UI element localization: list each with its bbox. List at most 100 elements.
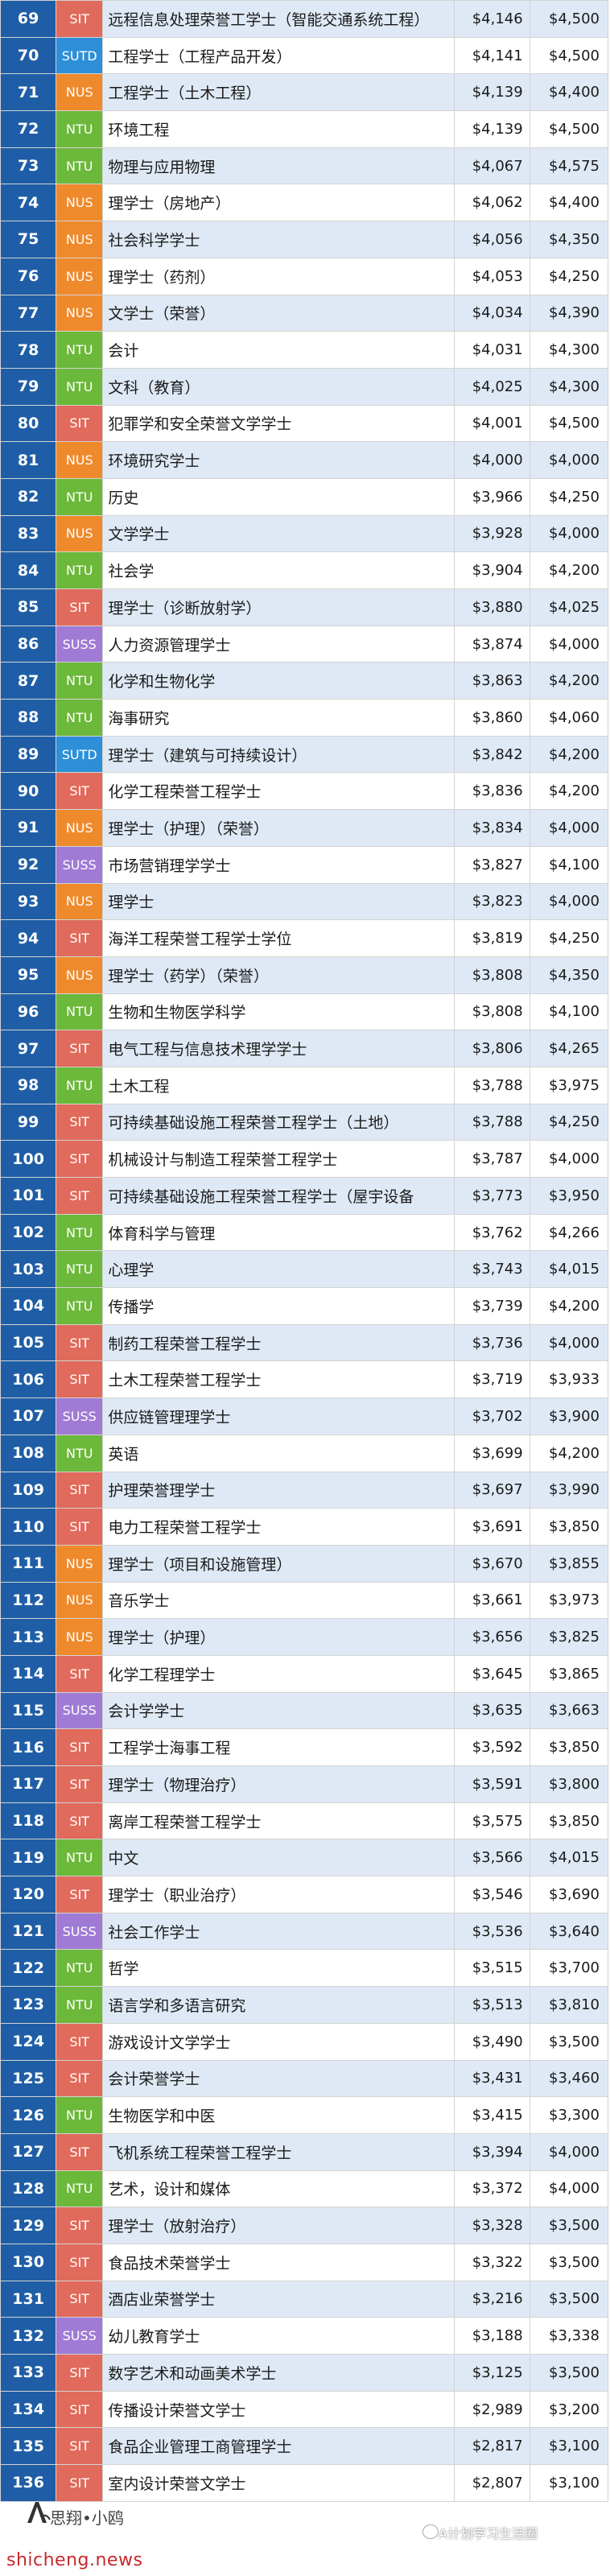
- table-row: 78 NTU 会计 $4,031 $4,300: [0, 331, 609, 369]
- table-row: 107 SUSS 供应链管理理学士 $3,702 $3,900: [0, 1397, 609, 1435]
- mean-salary-cell: $4,146: [454, 0, 530, 38]
- school-badge: SUSS: [56, 1397, 104, 1435]
- mean-salary-cell: $3,566: [454, 1839, 530, 1877]
- rank-cell: 119: [0, 1839, 57, 1877]
- wechat-watermark: A计划学习生活圈: [439, 2526, 538, 2541]
- median-salary-cell: $3,700: [529, 1949, 609, 1988]
- rank-cell: 99: [0, 1103, 57, 1141]
- programme-cell: 理学士（药学）（荣誉）: [102, 956, 455, 994]
- table-row: 98 NTU 土木工程 $3,788 $3,975: [0, 1066, 609, 1104]
- rank-cell: 107: [0, 1397, 57, 1435]
- median-salary-cell: $4,390: [529, 294, 609, 332]
- table-row: 109 SIT 护理荣誉理学士 $3,697 $3,990: [0, 1471, 609, 1509]
- rank-cell: 80: [0, 404, 57, 443]
- rank-cell: 84: [0, 551, 57, 589]
- school-badge: NTU: [56, 2096, 104, 2134]
- table-row: 90 SIT 化学工程荣誉工程学士 $3,836 $4,200: [0, 772, 609, 811]
- mean-salary-cell: $4,141: [454, 36, 530, 75]
- table-row: 81 NUS 环境研究学士 $4,000 $4,000: [0, 441, 609, 479]
- mean-salary-cell: $3,904: [454, 551, 530, 589]
- median-salary-cell: $3,460: [529, 2059, 609, 2098]
- programme-cell: 幼儿教育学士: [102, 2317, 455, 2355]
- school-badge: NTU: [56, 1213, 104, 1252]
- median-salary-cell: $4,025: [529, 588, 609, 626]
- table-row: 87 NTU 化学和生物化学 $3,863 $4,200: [0, 662, 609, 700]
- table-row: 105 SIT 制药工程荣誉工程学士 $3,736 $4,000: [0, 1323, 609, 1362]
- median-salary-cell: $3,100: [529, 2427, 609, 2466]
- table-row: 115 SUSS 会计学学士 $3,635 $3,663: [0, 1691, 609, 1730]
- rank-cell: 103: [0, 1250, 57, 1289]
- programme-cell: 制药工程荣誉工程学士: [102, 1323, 455, 1362]
- table-row: 113 NUS 理学士（护理） $3,656 $3,825: [0, 1618, 609, 1656]
- rank-cell: 116: [0, 1728, 57, 1766]
- programme-cell: 传播学: [102, 1287, 455, 1325]
- rank-cell: 118: [0, 1802, 57, 1840]
- median-salary-cell: $4,000: [529, 2169, 609, 2208]
- school-badge: SIT: [56, 1030, 104, 1067]
- logo-icon: [27, 2502, 51, 2523]
- programme-cell: 理学士: [102, 882, 455, 921]
- programme-cell: 艺术，设计和媒体: [102, 2169, 455, 2208]
- mean-salary-cell: $4,001: [454, 404, 530, 443]
- median-salary-cell: $3,810: [529, 1986, 609, 2024]
- table-row: 126 NTU 生物医学和中医 $3,415 $3,300: [0, 2096, 609, 2134]
- school-badge: SIT: [56, 1802, 104, 1840]
- mean-salary-cell: $3,863: [454, 662, 530, 700]
- programme-cell: 理学士（建筑与可持续设计）: [102, 735, 455, 774]
- median-salary-cell: $3,973: [529, 1581, 609, 1620]
- median-salary-cell: $4,060: [529, 699, 609, 737]
- school-badge: SIT: [56, 919, 104, 957]
- rank-cell: 74: [0, 184, 57, 222]
- median-salary-cell: $3,825: [529, 1618, 609, 1656]
- mean-salary-cell: $3,739: [454, 1287, 530, 1325]
- mean-salary-cell: $3,842: [454, 735, 530, 774]
- mean-salary-cell: $3,697: [454, 1471, 530, 1509]
- school-badge: SIT: [56, 404, 104, 443]
- site-watermark: shicheng.news: [6, 2550, 143, 2570]
- programme-cell: 可持续基础设施工程荣誉工程学士（土地）: [102, 1103, 455, 1141]
- programme-cell: 生物和生物医学科学: [102, 993, 455, 1031]
- median-salary-cell: $4,200: [529, 772, 609, 811]
- school-badge: SUTD: [56, 36, 104, 75]
- table-row: 116 SIT 工程学士海事工程 $3,592 $3,850: [0, 1728, 609, 1766]
- rank-cell: 129: [0, 2207, 57, 2244]
- mean-salary-cell: $4,025: [454, 367, 530, 406]
- table-row: 124 SIT 游戏设计文学学士 $3,490 $3,500: [0, 2022, 609, 2061]
- programme-cell: 环境研究学士: [102, 441, 455, 479]
- table-row: 85 SIT 理学士（诊断放射学） $3,880 $4,025: [0, 588, 609, 626]
- mean-salary-cell: $3,928: [454, 514, 530, 553]
- programme-cell: 心理学: [102, 1250, 455, 1289]
- school-badge: SIT: [56, 1140, 104, 1178]
- mean-salary-cell: $3,719: [454, 1360, 530, 1399]
- programme-cell: 土木工程荣誉工程学士: [102, 1360, 455, 1399]
- table-row: 93 NUS 理学士 $3,823 $4,000: [0, 882, 609, 921]
- programme-cell: 食品企业管理工商管理学士: [102, 2427, 455, 2466]
- rank-cell: 112: [0, 1581, 57, 1620]
- programme-cell: 数字艺术和动画美术学士: [102, 2354, 455, 2392]
- programme-cell: 理学士（项目和设施管理）: [102, 1544, 455, 1583]
- mean-salary-cell: $4,034: [454, 294, 530, 332]
- school-badge: SIT: [56, 1103, 104, 1141]
- median-salary-cell: $3,300: [529, 2096, 609, 2134]
- table-row: 125 SIT 会计荣誉学士 $3,431 $3,460: [0, 2059, 609, 2098]
- rank-cell: 114: [0, 1654, 57, 1693]
- median-salary-cell: $4,266: [529, 1213, 609, 1252]
- school-badge: SIT: [56, 2059, 104, 2098]
- rank-cell: 125: [0, 2059, 57, 2098]
- programme-cell: 历史: [102, 477, 455, 516]
- mean-salary-cell: $3,860: [454, 699, 530, 737]
- rank-cell: 98: [0, 1066, 57, 1104]
- rank-cell: 90: [0, 772, 57, 811]
- rank-cell: 93: [0, 882, 57, 921]
- programme-cell: 工程学士（工程产品开发）: [102, 36, 455, 75]
- median-salary-cell: $4,265: [529, 1030, 609, 1067]
- programme-cell: 会计学学士: [102, 1691, 455, 1730]
- mean-salary-cell: $3,808: [454, 993, 530, 1031]
- programme-cell: 海事研究: [102, 699, 455, 737]
- median-salary-cell: $3,865: [529, 1654, 609, 1693]
- rank-cell: 91: [0, 809, 57, 847]
- programme-cell: 理学士（放射治疗）: [102, 2207, 455, 2244]
- median-salary-cell: $4,350: [529, 221, 609, 258]
- table-row: 95 NUS 理学士（药学）（荣誉） $3,808 $4,350: [0, 956, 609, 994]
- median-salary-cell: $4,500: [529, 0, 609, 38]
